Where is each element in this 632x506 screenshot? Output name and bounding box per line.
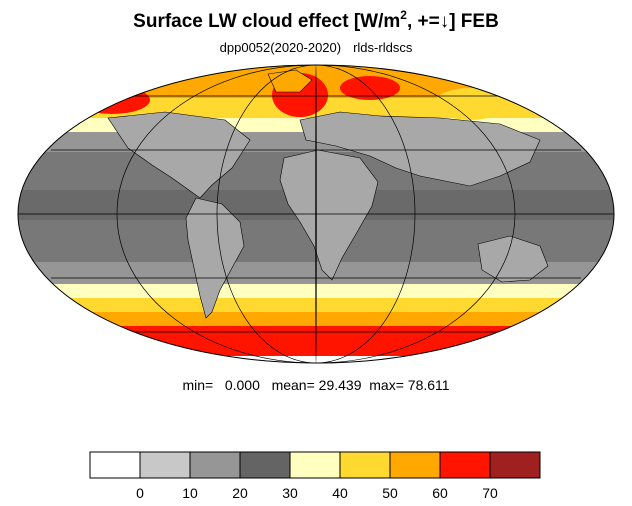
colorbar-tick-label: 60 [432, 485, 448, 501]
mean-value: 29.439 [318, 377, 362, 393]
colorbar-bin [189, 451, 241, 479]
colorbar-tick-label: 0 [136, 485, 144, 501]
map-subtitle: dpp0052(2020-2020) rlds-rldscs [0, 40, 632, 55]
australia [477, 235, 549, 283]
colorbar: 0 10 20 30 40 50 60 70 [89, 451, 541, 501]
south-band-60 [18, 312, 614, 326]
experiment-label: dpp0052(2020-2020) [219, 40, 342, 55]
map-title: Surface LW cloud effect [W/m2, +=↓] FEB [133, 8, 499, 32]
graticule [18, 65, 614, 363]
variable-label: rlds-rldscs [353, 40, 413, 55]
colorbar-tick-label: 20 [232, 485, 248, 501]
south-america [185, 197, 245, 319]
colorbar-bin [239, 451, 291, 479]
antarctica [18, 356, 614, 363]
north-america [107, 111, 251, 199]
colorbar-labels: 0 10 20 30 40 50 60 70 [136, 485, 498, 501]
max-value: 78.611 [407, 377, 450, 393]
colorbar-bin [439, 451, 491, 479]
min-value: 0.000 [224, 377, 260, 393]
colorbar-bin [389, 451, 441, 479]
colorbar-bin [139, 451, 191, 479]
colorbar-boxes [89, 451, 541, 479]
alaska-red-region [74, 86, 150, 114]
map-field [18, 65, 614, 363]
eurasia [299, 111, 541, 187]
colorbar-bin [339, 451, 391, 479]
south-band-70 [18, 326, 614, 356]
south-band-50 [18, 298, 614, 312]
globe-outline [17, 64, 615, 364]
statistics-line: min= 0.000 mean= 29.439 max= 78.611 [182, 377, 450, 393]
colorbar-tick-label: 40 [332, 485, 348, 501]
scandinavia-red-region [340, 76, 400, 100]
south-band-20 [18, 262, 614, 284]
colorbar-tick-label: 10 [182, 485, 198, 501]
colorbar-bin [289, 451, 341, 479]
siberia-yellow-region [434, 88, 506, 120]
colorbar-bin [489, 451, 541, 479]
south-band-40 [18, 284, 614, 298]
colorbar-tick-label: 30 [282, 485, 298, 501]
colorbar-tick-label: 50 [382, 485, 398, 501]
africa [279, 149, 379, 281]
colorbar-bin [89, 451, 141, 479]
colorbar-tick-label: 70 [482, 485, 498, 501]
